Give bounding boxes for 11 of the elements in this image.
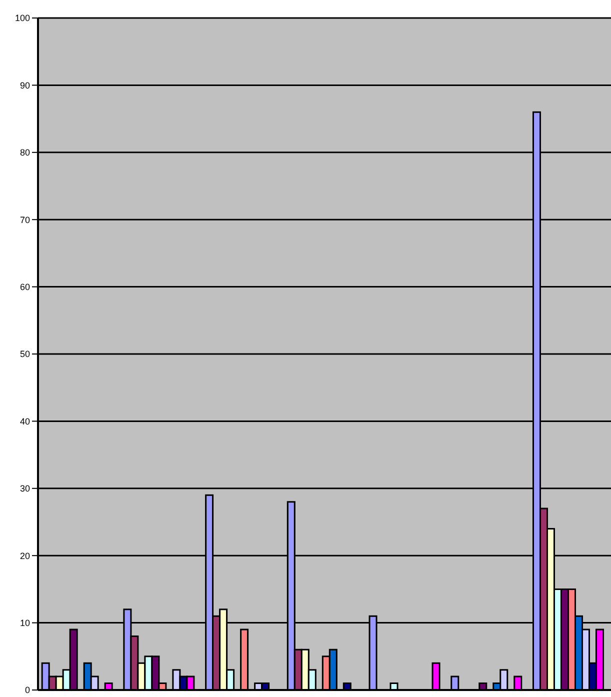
- y-tick-label: 90: [20, 80, 30, 90]
- y-tick-label: 50: [20, 349, 30, 360]
- y-tick-label: 30: [20, 484, 30, 494]
- y-tick-label: 40: [20, 416, 30, 426]
- y-tick-label: 20: [20, 550, 30, 561]
- y-tick-label: 70: [20, 214, 30, 225]
- y-tick-label: 60: [20, 282, 30, 292]
- y-tick-label: 100: [14, 13, 30, 24]
- y-tick-label: 0: [24, 685, 30, 696]
- y-tick-label: 10: [20, 618, 30, 628]
- y-tick-label: 80: [20, 148, 30, 158]
